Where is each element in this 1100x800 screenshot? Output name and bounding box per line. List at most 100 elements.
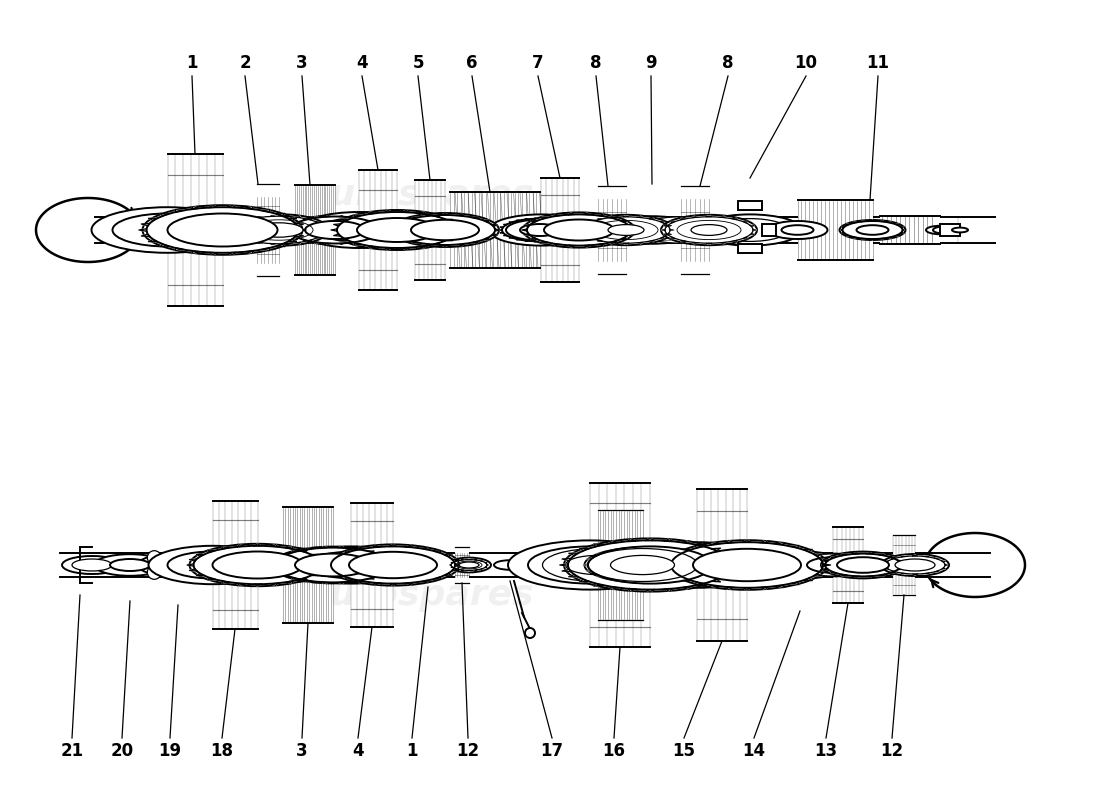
Polygon shape	[560, 564, 568, 566]
Polygon shape	[280, 574, 286, 575]
Polygon shape	[777, 585, 783, 587]
Bar	[893, 535, 915, 595]
Ellipse shape	[91, 207, 243, 253]
Ellipse shape	[528, 546, 652, 584]
Polygon shape	[892, 558, 895, 559]
Polygon shape	[609, 242, 615, 244]
Polygon shape	[712, 548, 720, 550]
Polygon shape	[628, 234, 634, 235]
Ellipse shape	[663, 225, 698, 235]
Polygon shape	[729, 570, 738, 572]
Ellipse shape	[143, 206, 302, 254]
Polygon shape	[744, 540, 751, 542]
Polygon shape	[531, 238, 537, 239]
Ellipse shape	[520, 224, 560, 236]
Polygon shape	[733, 240, 737, 242]
Ellipse shape	[265, 221, 324, 239]
Text: 4: 4	[356, 54, 367, 72]
Polygon shape	[842, 226, 845, 228]
Polygon shape	[283, 215, 288, 217]
Ellipse shape	[795, 554, 871, 576]
Polygon shape	[541, 217, 548, 219]
Polygon shape	[412, 242, 418, 243]
Polygon shape	[452, 569, 459, 571]
Polygon shape	[664, 538, 672, 542]
Bar	[167, 154, 222, 306]
Polygon shape	[141, 223, 150, 226]
Text: 3: 3	[296, 742, 308, 760]
Polygon shape	[331, 229, 337, 231]
Ellipse shape	[754, 551, 846, 579]
Polygon shape	[141, 234, 150, 237]
Polygon shape	[446, 238, 452, 241]
Polygon shape	[814, 574, 823, 576]
Polygon shape	[231, 233, 235, 234]
Polygon shape	[322, 233, 327, 234]
Polygon shape	[646, 538, 654, 541]
Polygon shape	[934, 570, 938, 572]
Polygon shape	[612, 550, 618, 551]
Polygon shape	[327, 569, 334, 571]
Polygon shape	[744, 588, 751, 590]
Polygon shape	[434, 578, 441, 579]
Polygon shape	[760, 541, 768, 543]
Polygon shape	[504, 224, 507, 225]
Polygon shape	[882, 564, 886, 566]
Polygon shape	[271, 583, 277, 586]
Polygon shape	[912, 574, 917, 575]
Ellipse shape	[150, 557, 206, 574]
Polygon shape	[270, 215, 275, 217]
Polygon shape	[228, 205, 235, 207]
Polygon shape	[295, 223, 304, 226]
Polygon shape	[934, 558, 938, 559]
Polygon shape	[377, 226, 382, 227]
Polygon shape	[189, 569, 197, 571]
Ellipse shape	[895, 559, 935, 571]
Polygon shape	[295, 234, 304, 237]
Polygon shape	[695, 582, 703, 585]
Polygon shape	[472, 217, 477, 218]
Polygon shape	[824, 568, 828, 570]
Polygon shape	[197, 554, 205, 556]
Polygon shape	[901, 573, 906, 574]
Polygon shape	[670, 229, 674, 231]
Polygon shape	[368, 578, 374, 579]
FancyBboxPatch shape	[761, 224, 777, 236]
Polygon shape	[311, 574, 319, 575]
Polygon shape	[458, 244, 464, 246]
Polygon shape	[620, 238, 627, 239]
Polygon shape	[483, 238, 490, 240]
Polygon shape	[372, 237, 376, 238]
Polygon shape	[681, 240, 685, 242]
Polygon shape	[568, 237, 571, 238]
Ellipse shape	[712, 218, 788, 242]
Polygon shape	[456, 229, 463, 231]
Polygon shape	[854, 576, 859, 578]
Ellipse shape	[621, 542, 773, 588]
Ellipse shape	[821, 552, 905, 578]
Polygon shape	[238, 583, 244, 586]
Ellipse shape	[437, 560, 473, 570]
Polygon shape	[160, 244, 168, 246]
Text: 14: 14	[742, 742, 766, 760]
Polygon shape	[483, 220, 490, 222]
Polygon shape	[697, 544, 706, 546]
Polygon shape	[573, 235, 576, 236]
Polygon shape	[262, 210, 270, 212]
Polygon shape	[525, 241, 528, 242]
Polygon shape	[733, 218, 737, 220]
Polygon shape	[695, 546, 703, 548]
Polygon shape	[560, 220, 563, 221]
Ellipse shape	[691, 225, 727, 235]
Ellipse shape	[580, 225, 616, 235]
Polygon shape	[867, 576, 872, 578]
Polygon shape	[283, 243, 288, 245]
Polygon shape	[270, 243, 275, 245]
Polygon shape	[667, 550, 673, 551]
Polygon shape	[374, 546, 381, 547]
Polygon shape	[578, 229, 582, 231]
Ellipse shape	[499, 218, 581, 242]
Polygon shape	[509, 222, 513, 223]
Polygon shape	[254, 584, 262, 586]
Text: 13: 13	[814, 742, 837, 760]
